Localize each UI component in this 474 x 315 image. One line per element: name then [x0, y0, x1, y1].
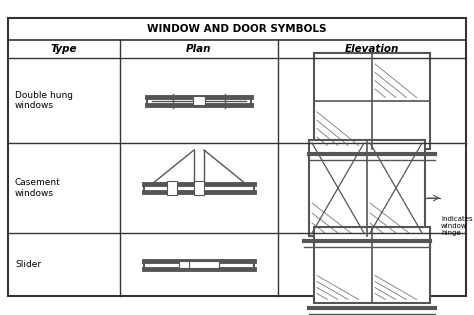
Text: indicates
window
hinge: indicates window hinge: [441, 216, 473, 236]
Bar: [314, 226, 430, 302]
Bar: [194, 181, 204, 195]
Bar: [314, 53, 430, 148]
Bar: [167, 181, 177, 195]
Text: Type: Type: [51, 44, 77, 54]
Text: Casement
windows: Casement windows: [15, 178, 61, 198]
Text: Slider: Slider: [15, 260, 41, 269]
Text: Elevation: Elevation: [345, 44, 399, 54]
Bar: [179, 261, 209, 268]
Bar: [8, 18, 466, 296]
Text: Plan: Plan: [186, 44, 212, 54]
Text: WINDOW AND DOOR SYMBOLS: WINDOW AND DOOR SYMBOLS: [147, 24, 327, 34]
Bar: [309, 140, 425, 236]
Text: Double hung
windows: Double hung windows: [15, 91, 73, 110]
Bar: [189, 261, 219, 268]
Bar: [193, 96, 205, 105]
